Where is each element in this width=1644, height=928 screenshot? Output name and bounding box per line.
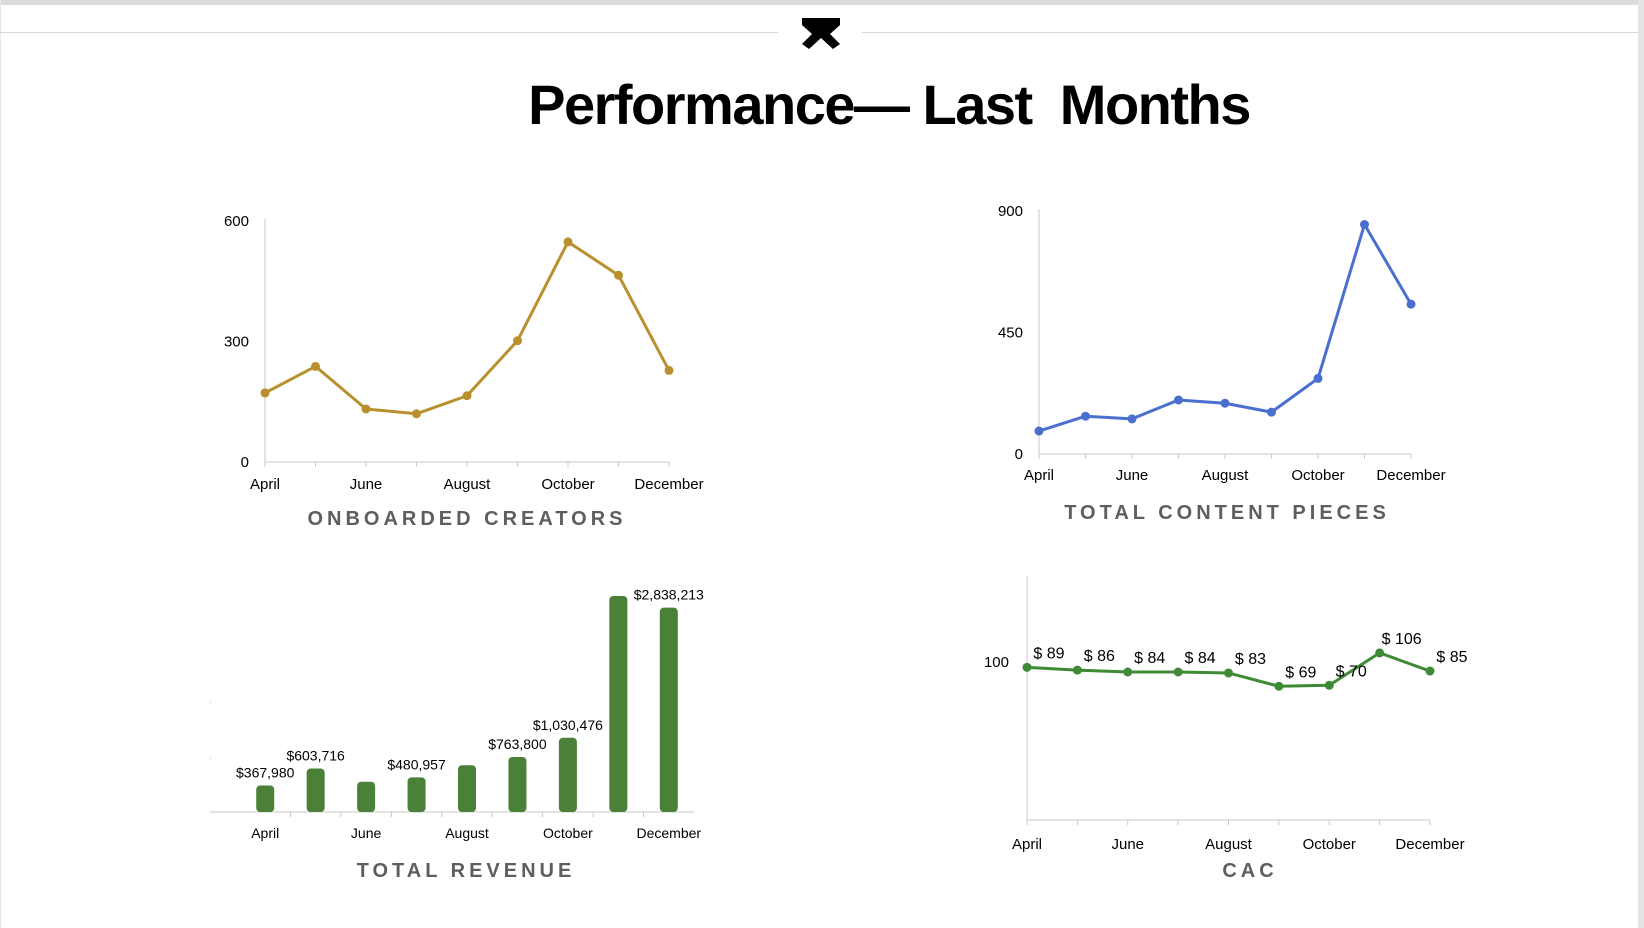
data-label: $367,980 xyxy=(236,765,295,781)
data-point xyxy=(1127,414,1137,424)
data-point xyxy=(1425,666,1435,676)
data-point xyxy=(1274,681,1284,691)
x-tick-label: August xyxy=(444,476,492,493)
revenue-bar xyxy=(357,781,376,812)
data-point xyxy=(1267,407,1276,417)
y-tick-label: 0 xyxy=(241,454,249,471)
data-point xyxy=(1313,373,1323,383)
data-point xyxy=(1375,648,1385,658)
data-label: $ 84 xyxy=(1185,650,1216,667)
revenue-bar xyxy=(407,777,426,812)
brand-logo-icon xyxy=(802,18,840,49)
data-label: $ 84 xyxy=(1134,650,1165,667)
data-point xyxy=(563,237,573,247)
revenue-bar xyxy=(306,768,325,812)
header-divider-left xyxy=(0,32,778,33)
total-content-pieces-chart: April June August October December TOTAL CONT… xyxy=(998,203,1446,524)
data-point xyxy=(614,270,623,280)
series-line xyxy=(264,240,671,416)
window-top-bar xyxy=(0,0,1644,5)
chart-title: CAC xyxy=(1222,860,1277,882)
data-point xyxy=(1220,398,1230,408)
page-title: Performance— Last Months xyxy=(528,73,1251,136)
data-point xyxy=(1123,667,1133,677)
x-tick-label: April xyxy=(250,476,280,493)
data-point xyxy=(1360,220,1369,229)
x-tick-label: August xyxy=(1202,467,1250,484)
data-point xyxy=(1173,667,1183,677)
data-label: $ 70 xyxy=(1336,663,1367,680)
y-tick-label: 900 xyxy=(998,203,1023,220)
revenue-bar xyxy=(256,785,275,812)
x-tick-label: December xyxy=(1376,467,1445,484)
x-tick-label: June xyxy=(350,476,383,493)
data-label: $763,800 xyxy=(488,736,547,752)
chart-title: TOTAL REVENUE xyxy=(357,860,576,882)
data-point xyxy=(260,388,270,398)
scrollbar-track[interactable] xyxy=(1638,0,1644,928)
data-point xyxy=(1324,680,1334,690)
data-point xyxy=(361,404,371,414)
data-label: $ 106 xyxy=(1382,631,1422,648)
x-tick-label: April xyxy=(251,825,279,841)
x-tick-label: December xyxy=(634,476,703,493)
data-label: $ 85 xyxy=(1436,649,1467,666)
x-tick-label: April xyxy=(1024,467,1054,484)
data-label: $ 89 xyxy=(1033,645,1064,662)
revenue-bar xyxy=(458,765,476,812)
x-tick-label: August xyxy=(445,825,489,841)
x-tick-label: December xyxy=(636,825,701,841)
data-point xyxy=(513,336,522,346)
x-tick-label: June xyxy=(351,825,382,841)
y-tick-label: 100 xyxy=(984,654,1009,671)
left-edge xyxy=(0,0,1,928)
data-point xyxy=(1174,395,1183,405)
data-point xyxy=(1406,299,1416,309)
x-tick-label: October xyxy=(541,476,594,493)
data-label: $480,957 xyxy=(387,756,446,772)
onboarded-creators-chart: April June August October December ONBOARDED … xyxy=(224,213,704,530)
x-tick-label: October xyxy=(543,825,593,841)
x-tick-label: October xyxy=(1303,836,1356,853)
x-tick-label: June xyxy=(1111,836,1144,853)
x-tick-label: April xyxy=(1012,836,1042,853)
data-point xyxy=(1034,426,1044,436)
chart-title: ONBOARDED CREATORS xyxy=(307,508,626,530)
revenue-bar xyxy=(659,607,678,812)
revenue-bar xyxy=(609,596,628,812)
data-point xyxy=(462,391,472,401)
data-point xyxy=(311,361,320,371)
x-tick-label: June xyxy=(1116,467,1149,484)
y-tick-label: 600 xyxy=(224,213,249,230)
data-point xyxy=(1072,665,1082,675)
chart-title: TOTAL CONTENT PIECES xyxy=(1064,502,1390,524)
x-tick-label: August xyxy=(1205,836,1253,853)
y-tick-label: 0 xyxy=(1015,446,1023,463)
data-label: $603,716 xyxy=(286,748,345,764)
y-tick-label: 450 xyxy=(998,325,1023,342)
cac-chart: April June August October December $ 89 $ 86 $ … xyxy=(984,576,1468,882)
data-label: $ 83 xyxy=(1235,651,1266,668)
data-point xyxy=(412,409,421,419)
header-divider-right xyxy=(862,32,1638,33)
total-revenue-chart: April $367,980$603,716 June $480,957 August $… xyxy=(210,587,704,882)
data-label: $2,838,213 xyxy=(634,587,704,603)
data-point xyxy=(664,365,674,375)
data-label: $1,030,476 xyxy=(533,717,603,733)
revenue-bar xyxy=(558,737,577,812)
data-point xyxy=(1081,411,1090,421)
data-label: $ 69 xyxy=(1285,664,1316,681)
x-tick-label: October xyxy=(1291,467,1344,484)
revenue-bar xyxy=(508,757,527,812)
x-tick-label: December xyxy=(1395,836,1464,853)
data-point xyxy=(1022,662,1032,672)
y-tick-label: 300 xyxy=(224,334,249,351)
data-label: $ 86 xyxy=(1084,648,1115,665)
data-point xyxy=(1224,668,1233,678)
